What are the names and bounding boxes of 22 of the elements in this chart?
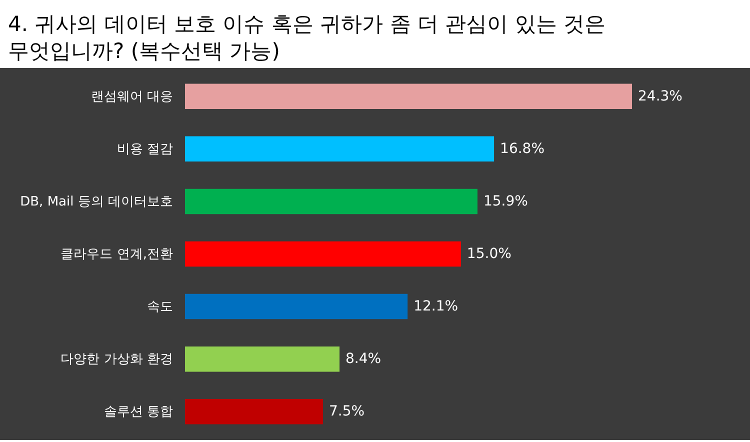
bar (185, 294, 408, 320)
bar (185, 188, 478, 214)
data-label: 15.0% (466, 246, 512, 262)
y-tick-label: 다양한 가상화 환경 (60, 352, 173, 368)
y-tick-label: 랜섬웨어 대응 (90, 89, 173, 104)
data-label: 24.3% (638, 88, 682, 104)
bar (185, 84, 632, 109)
y-tick-label: DB, Mail 등의 데이터보호 (20, 194, 173, 210)
data-label: 16.8% (500, 140, 545, 157)
chart-title: 4. 귀사의 데이터 보호 이슈 혹은 귀하가 좀 더 관심이 있는 것은 무엇입니까? (복수선택 가능) (8, 12, 606, 63)
bar (185, 399, 323, 424)
data-label: 7.5% (328, 404, 365, 420)
data-label: 12.1% (414, 298, 458, 315)
y-tick-label: 비용 절감 (116, 142, 173, 157)
y-tick-label: 클라우드 연계,전환 (60, 247, 173, 262)
y-tick-label: 속도 (147, 300, 173, 315)
data-label: 15.9% (483, 193, 528, 210)
bar (185, 241, 461, 267)
bar (185, 346, 340, 372)
bar (185, 136, 494, 162)
data-label: 8.4% (346, 351, 382, 368)
y-tick-label: 솔루션 통합 (104, 404, 173, 420)
